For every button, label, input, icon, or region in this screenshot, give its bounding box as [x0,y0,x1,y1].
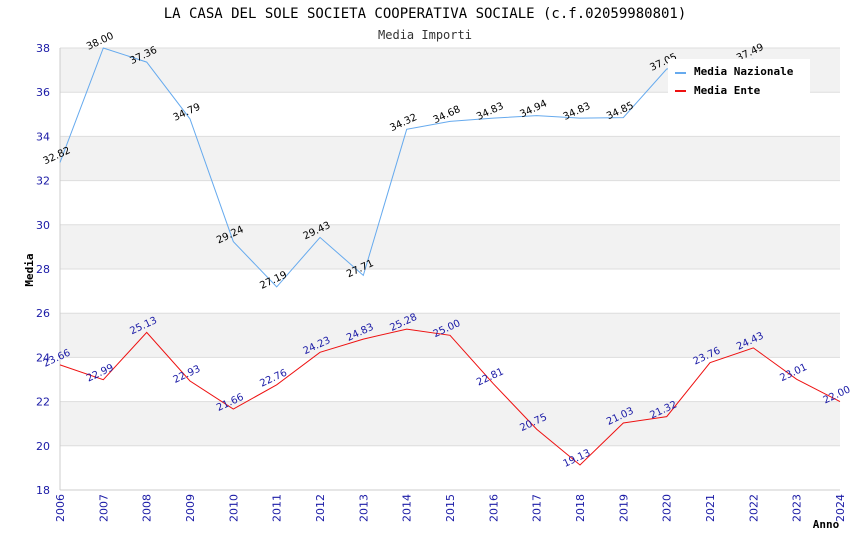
series-lines [59,47,841,466]
chart-subtitle: Media Importi [378,28,472,42]
x-tick-label: 2013 [357,494,370,522]
y-tick-label: 26 [36,307,50,320]
x-tick-label: 2021 [704,494,717,522]
x-tick-label: 2009 [184,494,197,522]
x-tick-label: 2007 [97,494,110,522]
legend-box [668,59,810,96]
x-tick-label: 2019 [617,494,630,522]
legend: Media Nazionale Media Ente [668,59,810,97]
x-tick-label: 2006 [54,494,67,522]
x-tick-label: 2015 [444,494,457,522]
legend-label-ente: Media Ente [694,84,761,97]
y-tick-label: 32 [36,175,50,188]
series-line-nazionale [59,47,754,288]
x-tick-label: 2024 [834,494,847,522]
x-tick-label: 2020 [661,494,674,522]
series-line-ente [59,328,841,466]
x-tick-label: 2018 [574,494,587,522]
grid-band [60,401,840,446]
x-axis-label: Anno [813,518,840,531]
grid-band [60,136,840,181]
y-tick-label: 18 [36,484,50,497]
y-tick-label: 24 [36,351,50,364]
x-tick-label: 2017 [531,494,544,522]
x-tick-label: 2011 [271,494,284,522]
y-tick-label: 34 [36,130,50,143]
y-axis-label: Media [23,253,36,286]
x-tick-label: 2008 [141,494,154,522]
x-tick-label: 2023 [791,494,804,522]
legend-label-nazionale: Media Nazionale [694,65,794,78]
y-tick-label: 30 [36,219,50,232]
y-tick-label: 28 [36,263,50,276]
y-tick-label: 22 [36,396,50,409]
chart-title: LA CASA DEL SOLE SOCIETA COOPERATIVA SOC… [164,6,687,22]
y-tick-label: 20 [36,440,50,453]
y-tick-label: 38 [36,42,50,55]
x-tick-label: 2014 [401,494,414,522]
x-tick-label: 2010 [227,494,240,522]
x-tick-label: 2016 [487,494,500,522]
x-tick-label: 2022 [747,494,760,522]
y-tick-label: 36 [36,86,50,99]
x-tick-label: 2012 [314,494,327,522]
grid-band [60,224,840,269]
